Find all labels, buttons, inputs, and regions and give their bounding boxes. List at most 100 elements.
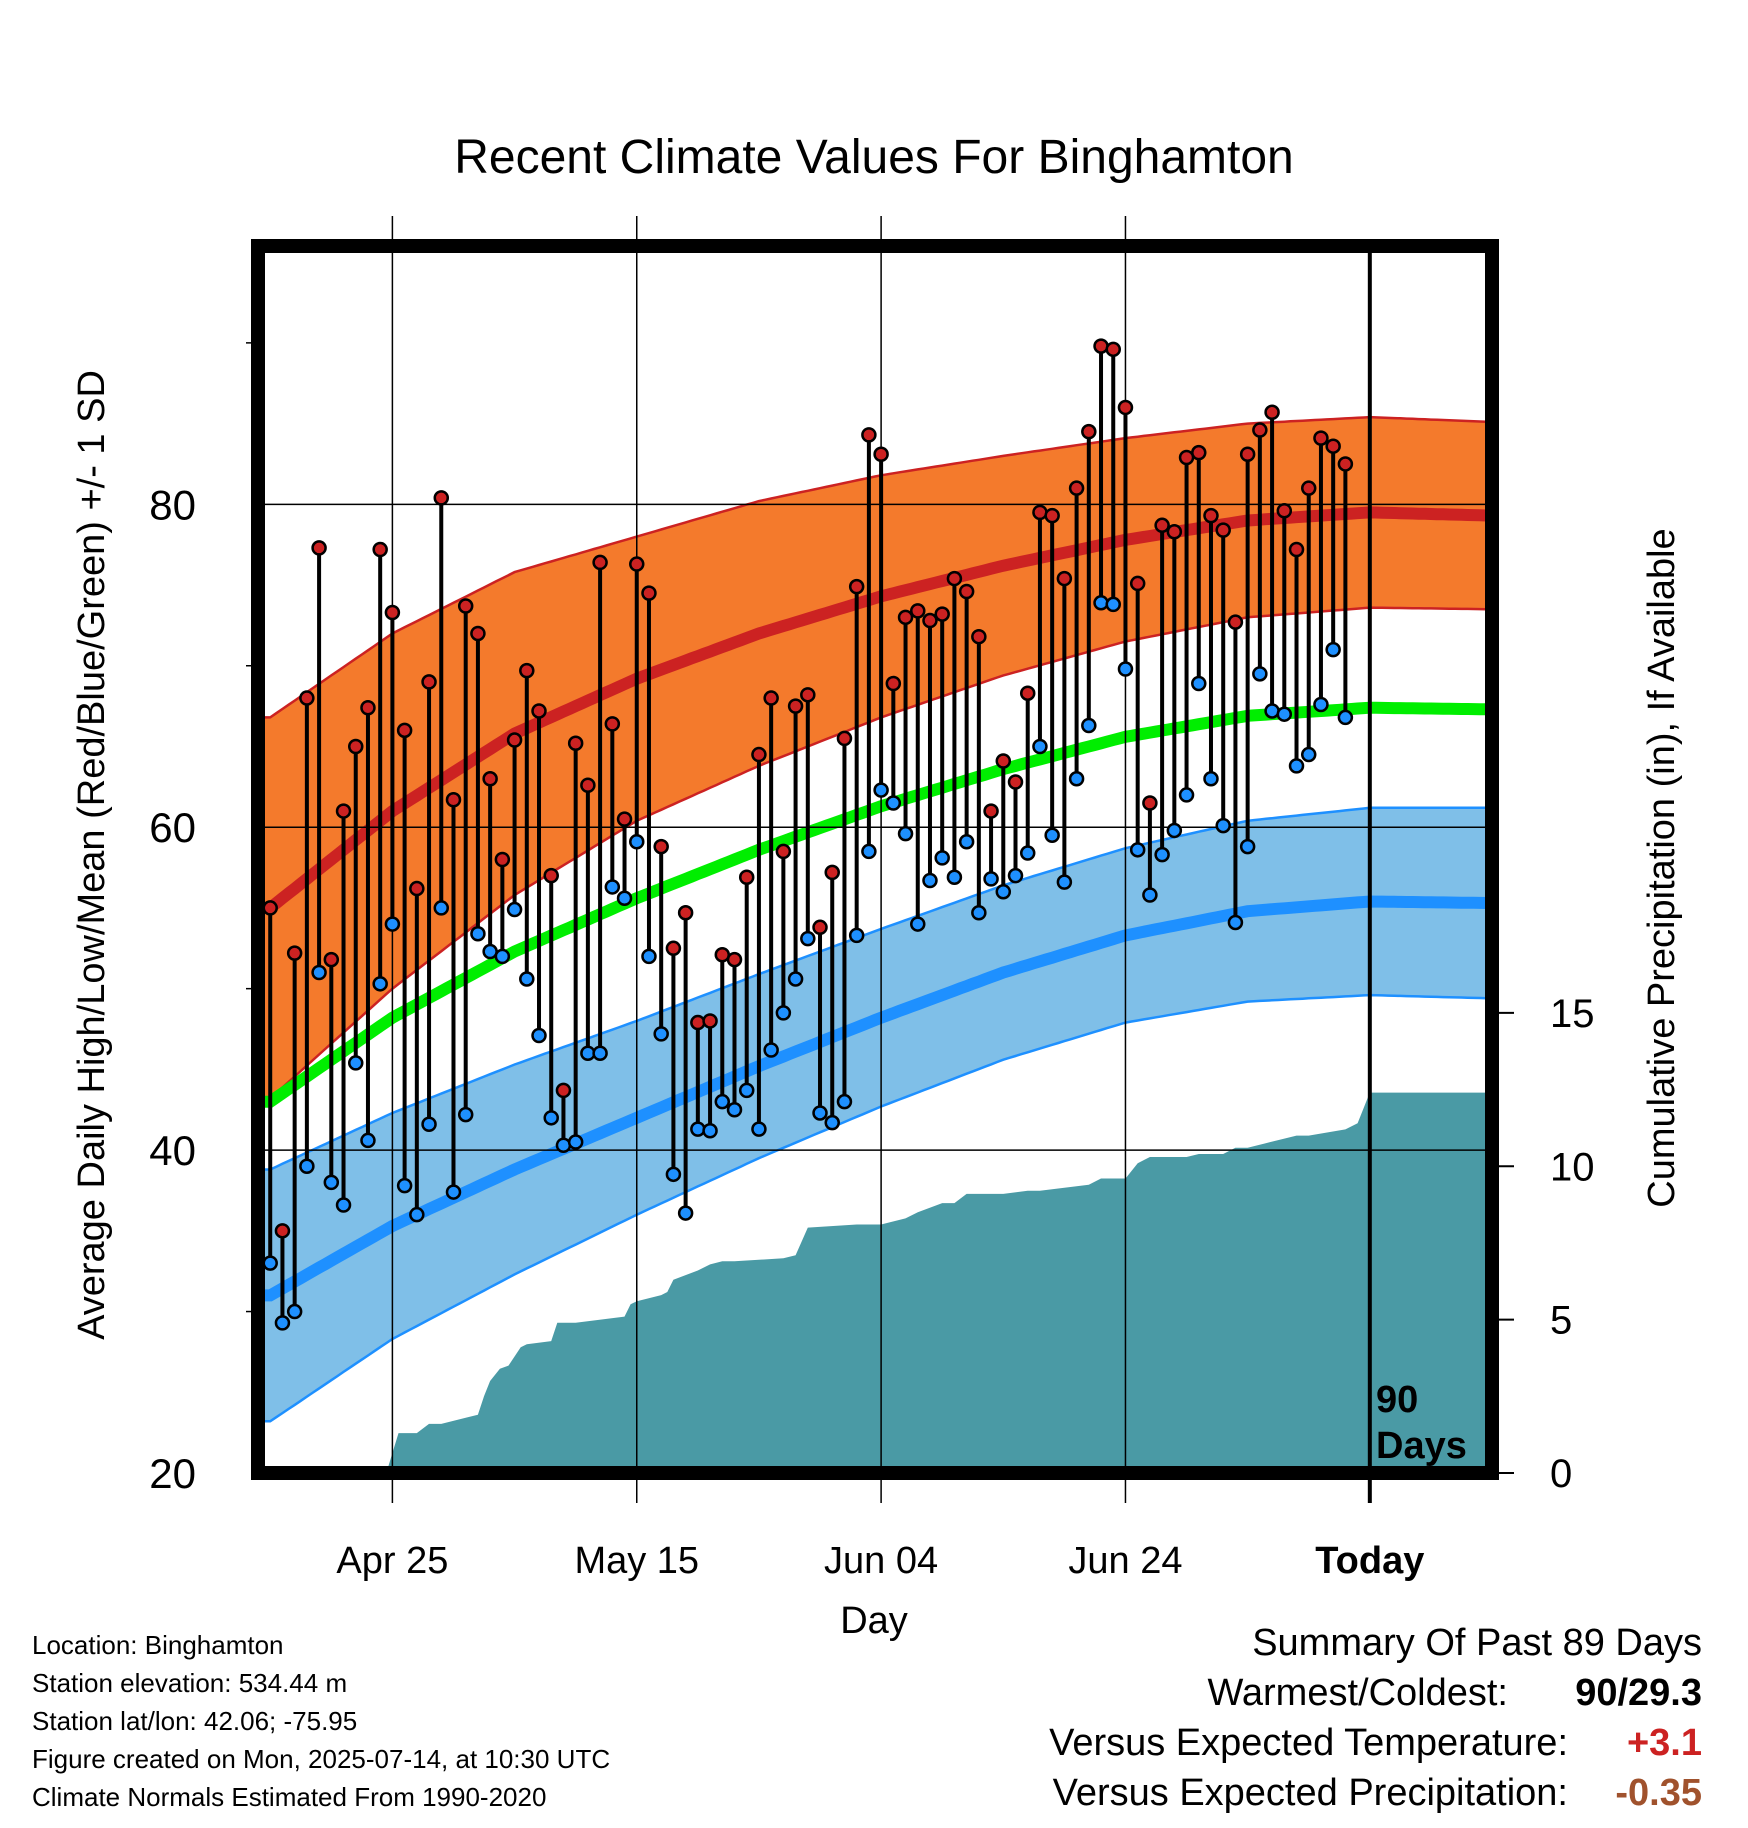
daily-high-point — [861, 427, 877, 443]
y2-tick-label: 15 — [1550, 992, 1595, 1036]
daily-low-point — [787, 971, 804, 987]
daily-low-point — [274, 1315, 291, 1331]
daily-high-point — [1252, 422, 1268, 438]
daily-high-point — [580, 777, 596, 793]
daily-low-point — [702, 1122, 718, 1139]
daily-high-point — [482, 771, 498, 787]
daily-high-point — [1007, 774, 1024, 790]
low-band-upper-edge — [258, 806, 1492, 1171]
daily-high-point — [1105, 341, 1121, 358]
daily-low-point — [506, 901, 523, 918]
daily-high-point — [1129, 575, 1146, 592]
daily-low-point — [910, 916, 926, 932]
latlon-text: Station lat/lon: 42.06; -75.95 — [32, 1706, 358, 1736]
daily-low-point — [738, 1082, 755, 1099]
daily-high-point — [384, 604, 401, 621]
daily-high-point — [763, 690, 779, 706]
daily-low-point — [433, 900, 450, 916]
daily-high-point — [262, 900, 278, 916]
daily-high-point — [543, 867, 559, 884]
low-sd-band — [258, 807, 1492, 1422]
daily-high-point — [1264, 404, 1280, 421]
daily-low-point — [286, 1303, 303, 1320]
daily-high-point — [787, 698, 804, 714]
x-tick-label: May 15 — [574, 1540, 699, 1582]
daily-high-point — [409, 880, 425, 897]
daily-low-point — [1300, 746, 1317, 763]
daily-high-point — [800, 687, 816, 703]
daily-high-point — [494, 851, 511, 868]
y2-tick-label: 5 — [1550, 1299, 1572, 1343]
daily-high-point — [629, 556, 645, 572]
daily-low-point — [1337, 709, 1354, 726]
daily-high-point — [1093, 338, 1109, 354]
y-axis-label: Average Daily High/Low/Mean (Red/Blue/Gr… — [71, 370, 113, 1340]
daily-low-point — [653, 1026, 669, 1042]
daily-high-point — [299, 690, 315, 706]
y-tick-label: 20 — [149, 1450, 196, 1497]
daily-high-point — [824, 864, 840, 881]
daily-high-point — [1325, 438, 1341, 454]
daily-low-point — [641, 948, 657, 965]
daily-low-point — [311, 964, 327, 981]
daily-low-point — [848, 927, 865, 944]
daily-high-point — [1288, 541, 1305, 558]
daily-high-point — [946, 570, 963, 587]
y-tick-label: 80 — [149, 481, 196, 528]
daily-low-point — [1081, 717, 1097, 734]
daily-high-point — [555, 1082, 572, 1099]
daily-high-point — [1117, 399, 1134, 416]
daily-low-point — [775, 1005, 792, 1021]
precipitation-area — [258, 1092, 1492, 1473]
y-tick-label: 40 — [149, 1127, 196, 1174]
daily-low-point — [543, 1110, 559, 1126]
temp-anomaly-label: Versus Expected Temperature: — [1049, 1722, 1568, 1764]
daily-high-point — [922, 612, 938, 629]
daily-high-point — [616, 811, 633, 827]
daily-low-point — [971, 905, 987, 921]
high-band-upper-edge — [258, 415, 1493, 719]
daily-low-point — [421, 1116, 437, 1133]
daily-low-point — [726, 1101, 743, 1118]
daily-high-point — [592, 554, 608, 571]
daily-low-point — [763, 1042, 779, 1058]
daily-high-point — [1081, 423, 1097, 440]
x-tick-label: Jun 04 — [824, 1540, 938, 1582]
daily-high-point — [873, 446, 889, 463]
daily-high-point — [836, 730, 853, 747]
daily-low-point — [1227, 914, 1244, 931]
daily-high-point — [1056, 570, 1073, 587]
daily-high-point — [396, 722, 413, 739]
daily-high-point — [897, 609, 914, 626]
daily-high-point — [347, 738, 364, 755]
daily-high-point — [470, 625, 486, 642]
daily-low-point — [1129, 842, 1146, 858]
daily-low-point — [1154, 846, 1170, 863]
daily-high-point — [983, 803, 999, 819]
daily-high-point — [286, 945, 303, 961]
daily-high-point — [775, 843, 792, 860]
daily-low-point — [470, 926, 486, 942]
daily-low-point — [812, 1105, 828, 1121]
plot-frame — [251, 239, 1499, 1480]
daily-high-point — [323, 951, 340, 968]
daily-high-point — [738, 869, 755, 886]
daily-low-point — [567, 1134, 584, 1150]
daily-low-point — [457, 1106, 474, 1123]
daily-high-point — [885, 675, 902, 692]
daily-low-point — [494, 948, 511, 965]
x-tick-label: Today — [1315, 1540, 1424, 1582]
daily-high-point — [934, 606, 950, 622]
daily-high-point — [1239, 446, 1256, 463]
daily-low-point — [384, 916, 401, 932]
daily-high-point — [665, 940, 682, 957]
low-band-lower-edge — [258, 993, 1493, 1423]
high-band-lower-edge — [258, 606, 1493, 1100]
daily-high-point — [519, 662, 535, 679]
daily-high-point — [360, 699, 376, 716]
daily-low-point — [262, 1255, 278, 1271]
daily-high-point — [726, 951, 743, 968]
daily-low-point — [995, 884, 1012, 900]
daily-high-point — [531, 703, 547, 719]
normals-text: Climate Normals Estimated From 1990-2020 — [32, 1782, 547, 1812]
